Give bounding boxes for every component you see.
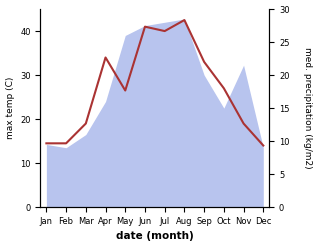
Y-axis label: max temp (C): max temp (C) (5, 77, 15, 139)
X-axis label: date (month): date (month) (116, 231, 194, 242)
Y-axis label: med. precipitation (kg/m2): med. precipitation (kg/m2) (303, 47, 313, 169)
